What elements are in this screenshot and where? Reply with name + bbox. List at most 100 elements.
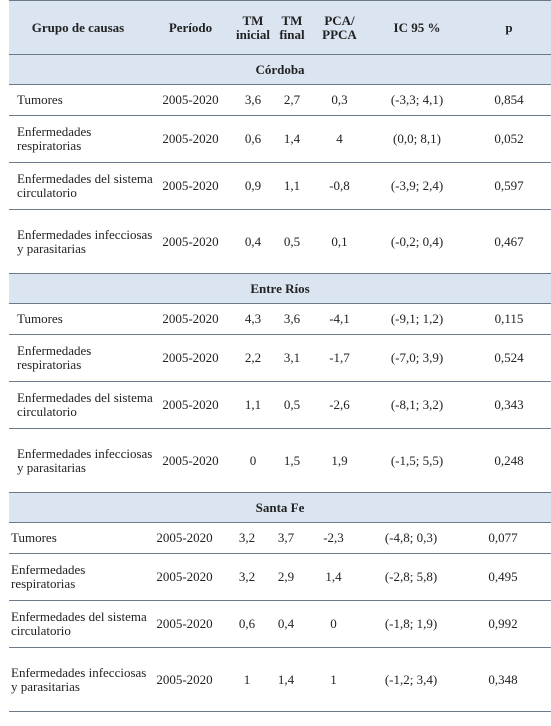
cell-tmi: 0,6 — [244, 131, 262, 146]
cell-ic: (-8,1; 3,2) — [390, 397, 444, 412]
cell-tmf: 2,7 — [283, 92, 301, 107]
cell-pca: 1 — [330, 671, 337, 687]
cell-tmf: 0,4 — [277, 616, 295, 631]
cell-period: 2005-2020 — [162, 233, 219, 249]
cell-tmi: 0 — [249, 452, 257, 468]
cell-cause: Enfermedades infecciosas y parasitarias — [17, 445, 153, 475]
header-p-value: p — [505, 19, 513, 35]
cell-cause: Enfermedades del sistema circulatorio — [11, 609, 147, 638]
cell-pca: 0,1 — [331, 233, 348, 249]
cell-cause: Enfermedades respiratorias — [17, 124, 92, 153]
cell-tmf: 1,5 — [283, 452, 301, 468]
cell-p: 0,992 — [488, 616, 518, 631]
cell-tmi: 0,9 — [244, 178, 262, 193]
mortality-trend-table: Grupo de causas Período TM inicial TM fi… — [9, 0, 551, 712]
cell-period: 2005-2020 — [156, 671, 213, 687]
cell-pca: -4,1 — [329, 311, 350, 326]
cell-cause: Enfermedades del sistema circulatorio — [17, 390, 153, 419]
table-row: Enfermedades respiratorias 2005-2020 0,6 1,… — [9, 116, 551, 163]
cell-p: 0,248 — [494, 452, 524, 468]
cell-p: 0,348 — [488, 671, 518, 687]
cell-ic: (-3,9; 2,4) — [390, 178, 444, 193]
cell-tmf: 0,5 — [283, 397, 301, 412]
table-row: Enfermedades del sistema circulatorio 200… — [9, 601, 551, 648]
cell-p: 0,467 — [494, 233, 524, 249]
cell-p: 0,052 — [494, 131, 524, 146]
table-header-row: Grupo de causas Período TM inicial TM fi… — [9, 0, 551, 55]
table-row: Enfermedades respiratorias 2005-2020 2,2 3,… — [9, 335, 551, 382]
cell-tmi: 1,1 — [244, 397, 262, 412]
cell-period: 2005-2020 — [162, 397, 219, 412]
cell-period: 2005-2020 — [162, 452, 219, 468]
cell-period: 2005-2020 — [162, 131, 219, 146]
cell-tmf: 1,4 — [277, 671, 295, 687]
cell-tmf: 3,1 — [283, 350, 301, 365]
cell-p: 0,115 — [494, 311, 524, 326]
cell-period: 2005-2020 — [156, 569, 213, 584]
table-row: Enfermedades respiratorias 2005-2020 3,2 2,… — [9, 554, 551, 601]
cell-pca: 0,3 — [331, 92, 348, 107]
header-tm-initial: TM inicial — [236, 12, 270, 42]
cell-tmf: 3,6 — [283, 311, 301, 326]
cell-tmi: 3,6 — [244, 92, 262, 107]
cell-tmf: 1,1 — [283, 178, 301, 193]
cell-tmi: 0,6 — [238, 616, 256, 631]
cell-tmi: 1 — [243, 671, 251, 687]
cell-p: 0,343 — [494, 397, 524, 412]
table-row: Enfermedades infecciosas y parasitarias 2… — [9, 210, 551, 274]
cell-p: 0,077 — [488, 530, 518, 545]
cell-period: 2005-2020 — [162, 92, 219, 107]
table-row: Tumores 2005-2020 3,2 3,7 -2,3 (-4,8; 0,3) 0,0… — [9, 523, 551, 554]
cell-cause: Enfermedades infecciosas y parasitarias — [17, 226, 153, 256]
cell-tmi: 4,3 — [244, 311, 262, 326]
cell-pca: 0 — [330, 616, 337, 631]
table-row: Enfermedades del sistema circulatorio 200… — [9, 382, 551, 429]
cell-p: 0,495 — [488, 569, 518, 584]
cell-ic: (-1,5; 5,5) — [390, 452, 444, 468]
cell-cause: Tumores — [11, 530, 57, 545]
cell-cause: Enfermedades infecciosas y parasitarias — [11, 664, 147, 694]
cell-cause: Enfermedades del sistema circulatorio — [17, 171, 153, 200]
cell-tmi: 3,2 — [238, 569, 256, 584]
header-ci95: IC 95 % — [393, 19, 441, 35]
cell-p: 0,597 — [494, 178, 524, 193]
cell-p: 0,854 — [494, 92, 524, 107]
cell-pca: 4 — [336, 131, 343, 146]
cell-ic: (0,0; 8,1) — [392, 131, 442, 146]
cell-tmi: 0,4 — [244, 233, 262, 249]
table-row: Enfermedades infecciosas y parasitarias 2… — [9, 429, 551, 493]
group-header-row: Entre Ríos — [9, 274, 551, 304]
cell-tmf: 2,9 — [277, 569, 295, 584]
cell-period: 2005-2020 — [162, 311, 219, 326]
cell-tmi: 2,2 — [244, 350, 262, 365]
table-row: Enfermedades infecciosas y parasitarias 2… — [9, 648, 551, 712]
header-period: Período — [168, 19, 213, 35]
cell-p: 0,524 — [494, 350, 524, 365]
cell-period: 2005-2020 — [162, 350, 219, 365]
cell-tmf: 1,4 — [283, 131, 301, 146]
cell-tmf: 0,5 — [283, 233, 301, 249]
cell-tmf: 3,7 — [277, 530, 295, 545]
cell-ic: (-2,8; 5,8) — [384, 569, 438, 584]
cell-pca: 1,9 — [331, 452, 348, 468]
cell-pca: -1,7 — [329, 350, 350, 365]
cell-ic: (-1,8; 1,9) — [384, 616, 438, 631]
cell-pca: -2,3 — [323, 530, 344, 545]
table-row: Enfermedades del sistema circulatorio 200… — [9, 163, 551, 210]
cell-ic: (-1,2; 3,4) — [384, 671, 438, 687]
cell-ic: (-7,0; 3,9) — [390, 350, 444, 365]
cell-cause: Tumores — [17, 92, 63, 107]
cell-tmi: 3,2 — [238, 530, 256, 545]
group-header-row: Córdoba — [9, 55, 551, 85]
cell-pca: -0,8 — [329, 178, 350, 193]
header-tm-final: TM final — [279, 12, 305, 42]
table-row: Tumores 2005-2020 4,3 3,6 -4,1 (-9,1; 1,2) 0,1… — [9, 304, 551, 335]
cell-cause: Enfermedades respiratorias — [17, 343, 92, 372]
cell-cause: Tumores — [17, 311, 63, 326]
cell-ic: (-9,1; 1,2) — [390, 311, 444, 326]
cell-ic: (-4,8; 0,3) — [384, 530, 438, 545]
cell-pca: -2,6 — [329, 397, 350, 412]
cell-pca: 1,4 — [325, 569, 342, 584]
cell-period: 2005-2020 — [156, 530, 213, 545]
cell-cause: Enfermedades respiratorias — [11, 562, 86, 591]
